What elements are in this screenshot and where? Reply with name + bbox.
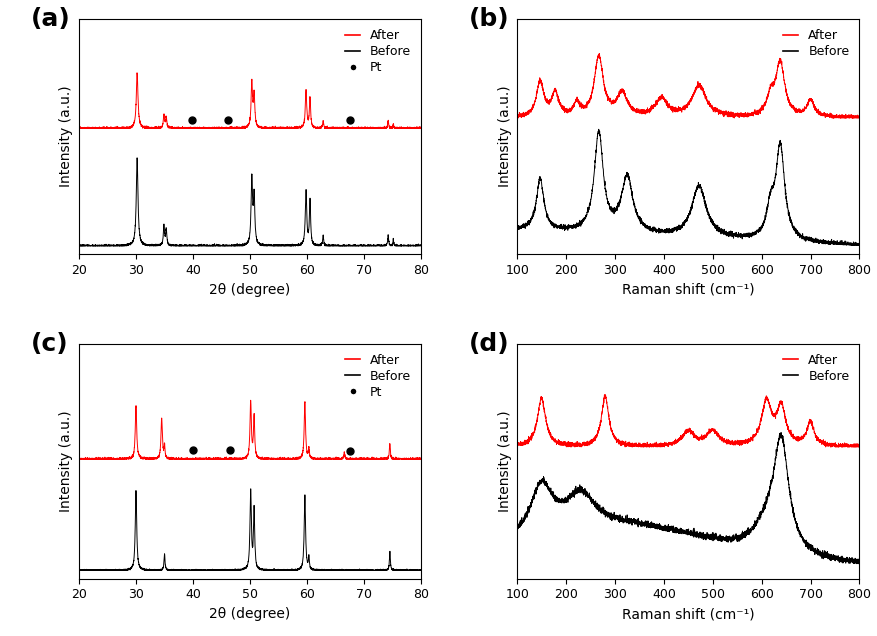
Legend: After, Before, Pt: After, Before, Pt <box>341 350 415 403</box>
Legend: After, Before: After, Before <box>780 25 853 62</box>
X-axis label: 2θ (degree): 2θ (degree) <box>210 607 290 621</box>
Y-axis label: Intensity (a.u.): Intensity (a.u.) <box>60 410 74 512</box>
Legend: After, Before: After, Before <box>780 350 853 387</box>
Text: (a): (a) <box>31 8 71 31</box>
Y-axis label: Intensity (a.u.): Intensity (a.u.) <box>497 86 511 188</box>
Text: (c): (c) <box>31 332 68 356</box>
X-axis label: Raman shift (cm⁻¹): Raman shift (cm⁻¹) <box>622 282 754 296</box>
X-axis label: 2θ (degree): 2θ (degree) <box>210 282 290 296</box>
Legend: After, Before, Pt: After, Before, Pt <box>341 25 415 78</box>
Text: (d): (d) <box>469 332 510 356</box>
X-axis label: Raman shift (cm⁻¹): Raman shift (cm⁻¹) <box>622 607 754 621</box>
Y-axis label: Intensity (a.u.): Intensity (a.u.) <box>497 410 511 512</box>
Y-axis label: Intensity (a.u.): Intensity (a.u.) <box>60 86 74 188</box>
Text: (b): (b) <box>469 8 510 31</box>
